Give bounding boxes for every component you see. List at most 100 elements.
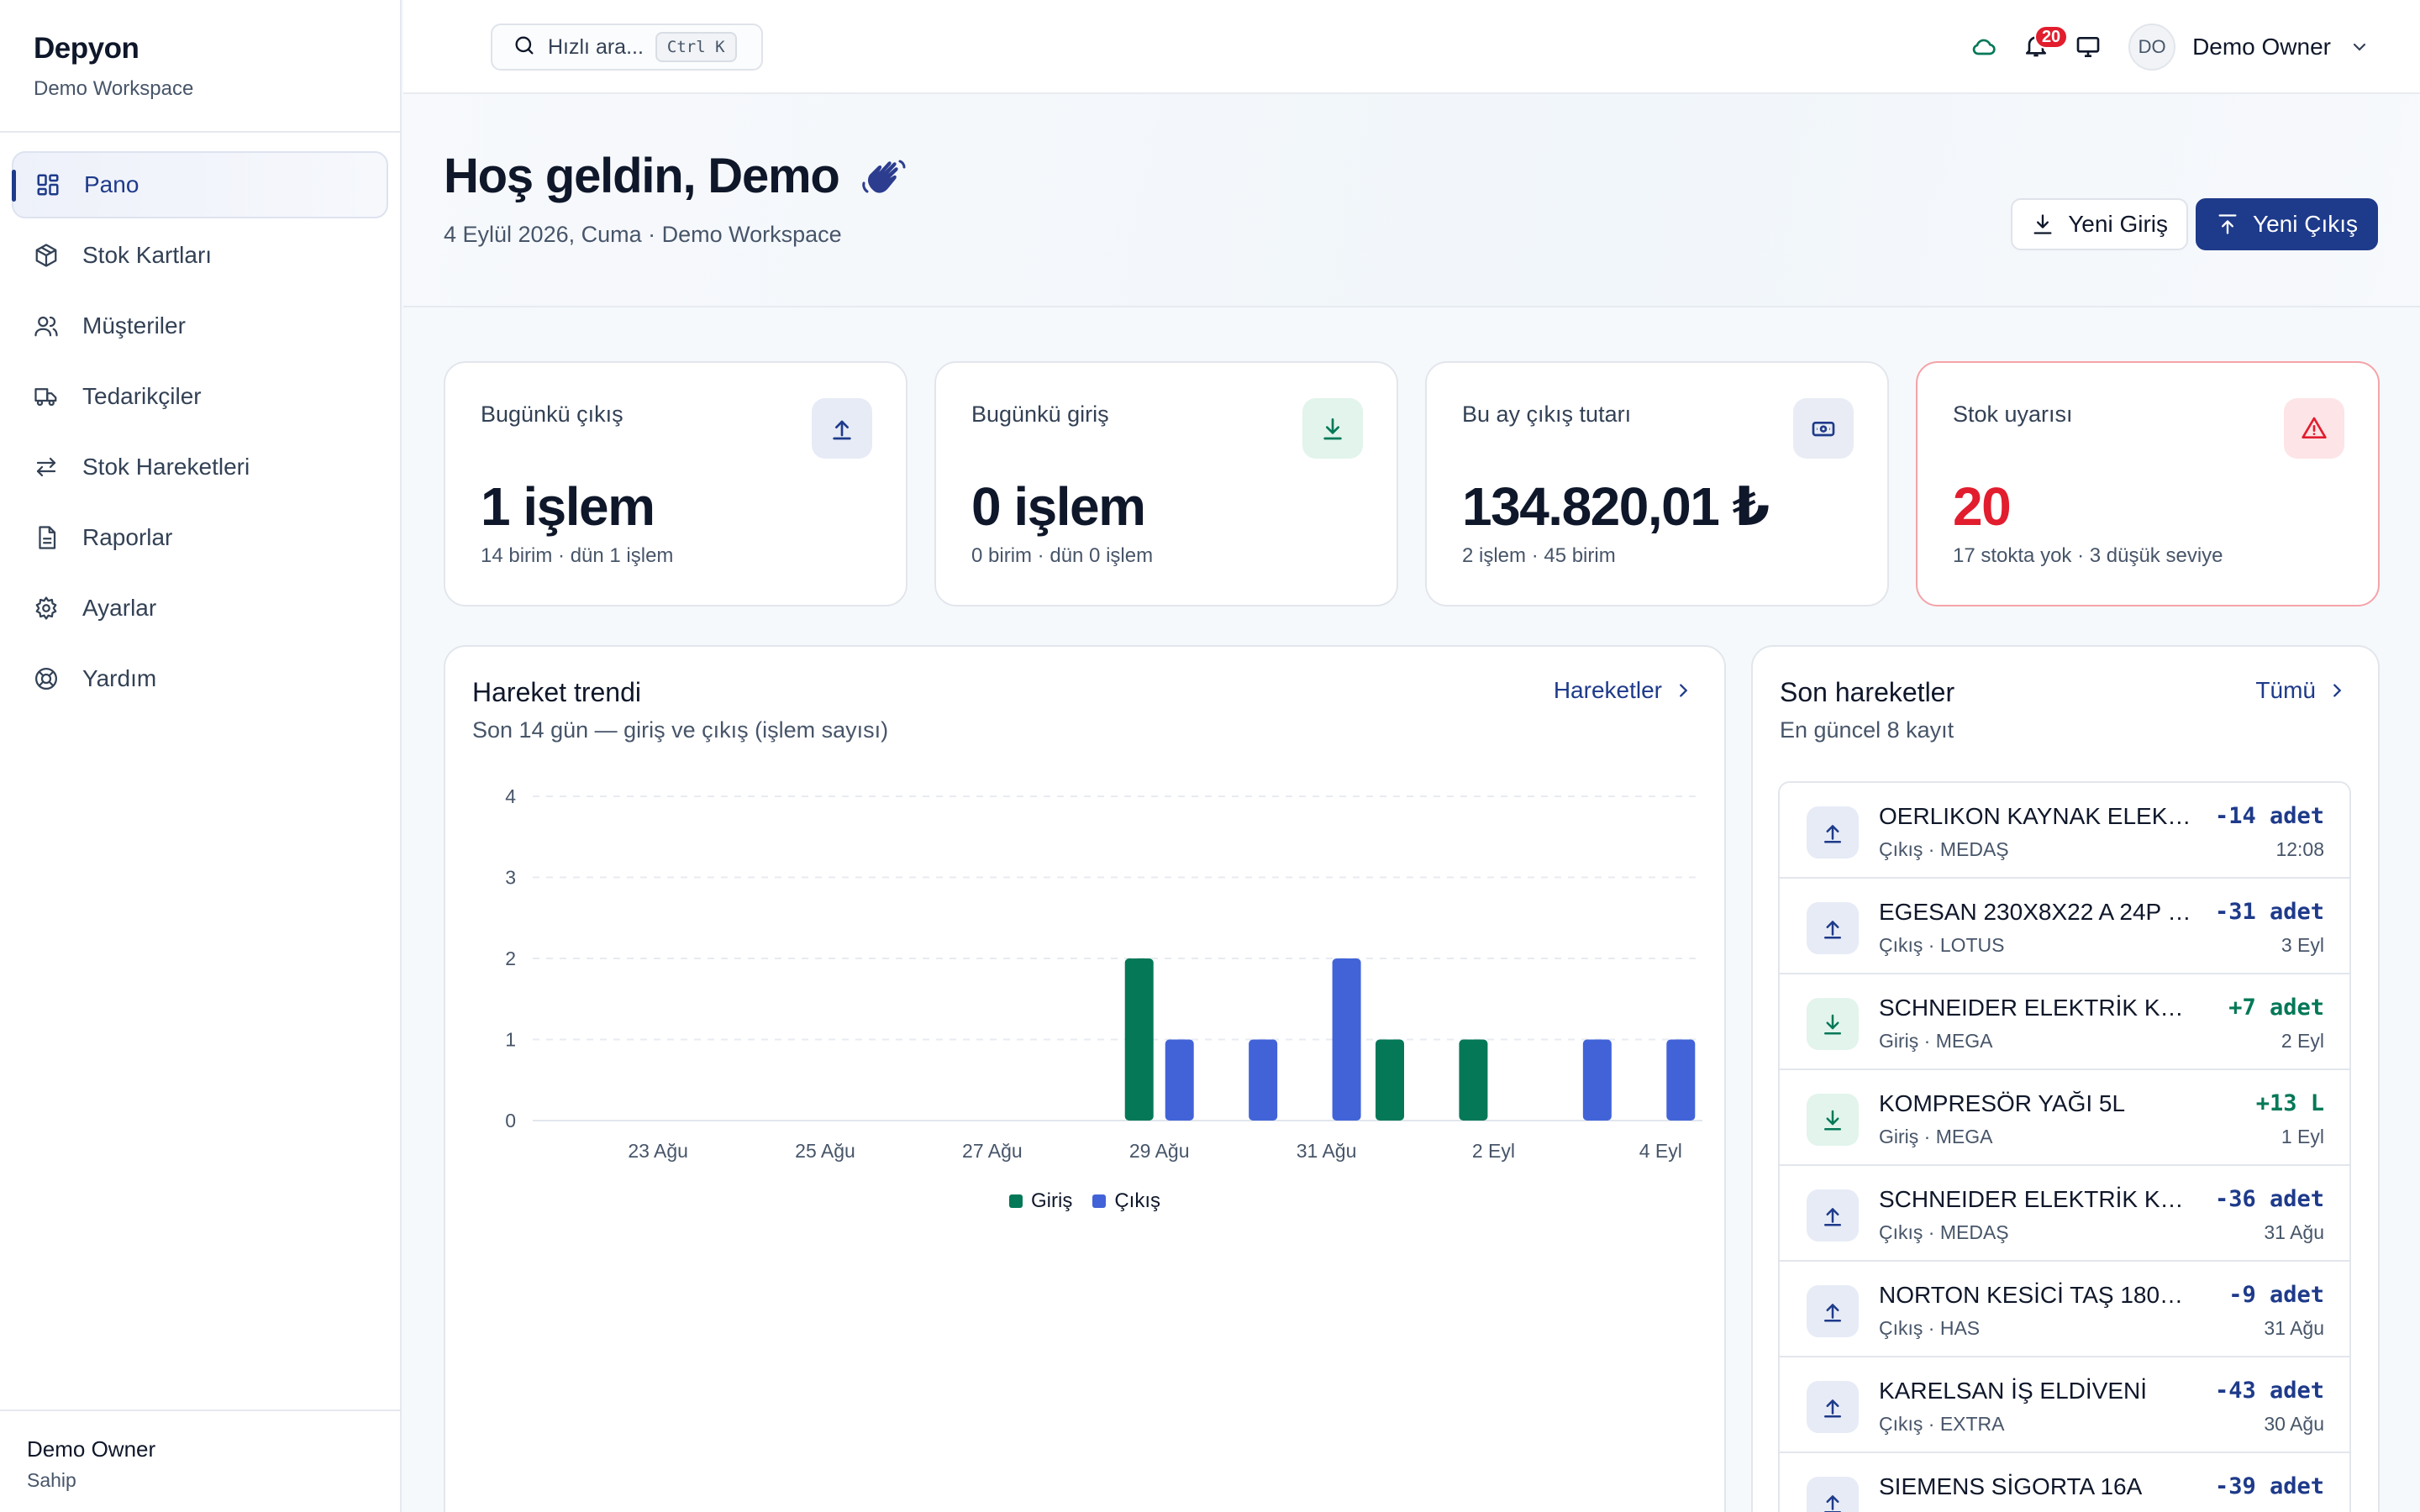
upload-icon	[1807, 902, 1859, 954]
current-user-card[interactable]: Demo Owner Sahip	[0, 1410, 400, 1512]
stat-value: 0 işlem	[971, 476, 1146, 537]
users-icon	[34, 313, 59, 339]
item-name: KARELSAN İŞ ELDİVENİ	[1879, 1378, 2148, 1404]
new-entry-label: Yeni Giriş	[2068, 211, 2168, 237]
bar-çıkış-9	[1332, 958, 1361, 1121]
item-date: 12:08	[2275, 838, 2324, 860]
list-item[interactable]: NORTON KESİCİ TAŞ 180MM Çıkış · HAS -9 ade…	[1780, 1262, 2349, 1357]
movement-trend-panel: Hareket trendi Son 14 gün — giriş ve çık…	[444, 645, 1726, 1512]
x-tick-label: 27 Ağu	[962, 1140, 1023, 1162]
monitor-icon[interactable]	[2068, 27, 2108, 67]
item-quantity: -9 adet	[2228, 1282, 2324, 1308]
list-item[interactable]: EGESAN 230X8X22 A 24P KESME TAŞI Çıkış · …	[1780, 879, 2349, 974]
sidebar-item-musteriler[interactable]: Müşteriler	[12, 292, 388, 360]
see-all-label: Tümü	[2255, 677, 2316, 703]
list-item[interactable]: OERLIKON KAYNAK ELEKTRODU 3.25MM Çıkış · …	[1780, 783, 2349, 879]
list-item[interactable]: SCHNEIDER ELEKTRİK KONTAKTÖR 25A Giriş · …	[1780, 974, 2349, 1070]
x-tick-label: 2 Eyl	[1472, 1140, 1515, 1162]
sidebar-item-raporlar[interactable]: Raporlar	[12, 504, 388, 571]
search-shortcut: Ctrl K	[655, 32, 737, 62]
bar-çıkış-7	[1165, 1039, 1194, 1121]
brand: Depyon Demo Workspace	[0, 0, 400, 133]
x-tick-label: 31 Ağu	[1297, 1140, 1357, 1162]
new-entry-button[interactable]: Yeni Giriş	[2011, 198, 2188, 250]
sidebar-item-tedarikciler[interactable]: Tedarikçiler	[12, 363, 388, 430]
current-user-name: Demo Owner	[27, 1436, 156, 1462]
item-date: 31 Ağu	[2264, 1317, 2324, 1339]
stat-subtext: 0 birim · dün 0 işlem	[971, 544, 1154, 567]
stat-subtext: 2 işlem · 45 birim	[1462, 544, 1616, 567]
bar-çıkış-8	[1249, 1039, 1278, 1121]
legend-swatch-cikis	[1092, 1194, 1107, 1208]
list-item[interactable]: SCHNEIDER ELEKTRİK KONTAKTÖR 18A Çıkış · …	[1780, 1166, 2349, 1262]
stat-card-today-in[interactable]: Bugünkü giriş 0 işlem 0 birim · dün 0 iş…	[934, 361, 1398, 606]
sidebar-item-pano[interactable]: Pano	[12, 151, 388, 218]
new-exit-label: Yeni Çıkış	[2252, 211, 2358, 237]
download-icon	[1807, 1094, 1859, 1146]
upload-icon	[812, 398, 872, 459]
item-name: SIEMENS SİGORTA 16A	[1879, 1473, 2143, 1499]
search-placeholder: Hızlı ara...	[548, 34, 644, 59]
recent-title: Son hareketler	[1780, 677, 1955, 707]
item-name: KOMPRESÖR YAĞI 5L	[1879, 1090, 2126, 1116]
item-quantity: -31 adet	[2214, 899, 2324, 925]
item-meta: Çıkış · EXTRA	[1879, 1413, 2005, 1435]
upload-icon	[1807, 1381, 1859, 1433]
workspace-name[interactable]: Demo Workspace	[34, 77, 194, 100]
list-item[interactable]: KOMPRESÖR YAĞI 5L Giriş · MEGA +13 L 1 Eyl	[1780, 1070, 2349, 1166]
sidebar-item-stok-hareketleri[interactable]: Stok Hareketleri	[12, 433, 388, 501]
stat-card-stock-warning[interactable]: Stok uyarısı 20 17 stokta yok · 3 düşük …	[1916, 361, 2380, 606]
sidebar-item-yardim[interactable]: Yardım	[12, 645, 388, 712]
sidebar-item-label: Müşteriler	[82, 312, 186, 339]
legend-label: Çıkış	[1114, 1189, 1160, 1212]
sidebar-nav: Pano Stok Kartları Müşteriler Tedarikçil…	[0, 133, 400, 712]
bar-giriş-7	[1124, 958, 1154, 1121]
bar-giriş-11	[1459, 1039, 1488, 1121]
item-meta: Çıkış · MEDAŞ	[1879, 838, 2009, 860]
stat-title: Bu ay çıkış tutarı	[1462, 402, 1632, 427]
item-meta: Çıkış · EXTRA	[1879, 1509, 2005, 1512]
trend-chart: 0 1 2 3 4 23 Ağu 25 Ağu 27 Ağu 29 Ağu 31 Ağu 2 Eyl…	[505, 785, 1702, 1162]
legend-item-cikis[interactable]: Çıkış	[1092, 1189, 1160, 1213]
movements-link[interactable]: Hareketler	[1554, 677, 1692, 704]
y-tick-label: 0	[505, 1110, 516, 1131]
date-workspace-line: 4 Eylül 2026, Cuma · Demo Workspace	[444, 222, 842, 247]
item-quantity: +13 L	[2255, 1090, 2324, 1116]
download-icon	[1807, 998, 1859, 1050]
notification-badge: 20	[2034, 25, 2069, 49]
legend-item-giris[interactable]: Giriş	[1009, 1189, 1072, 1213]
cloud-sync-icon[interactable]	[1964, 27, 2004, 67]
legend-swatch-giris	[1009, 1194, 1023, 1208]
recent-movements-list: OERLIKON KAYNAK ELEKTRODU 3.25MM Çıkış · …	[1778, 781, 2351, 1512]
x-tick-label: 23 Ağu	[628, 1140, 688, 1162]
stat-value: 1 işlem	[481, 476, 655, 537]
x-tick-label: 25 Ağu	[795, 1140, 855, 1162]
sidebar-item-ayarlar[interactable]: Ayarlar	[12, 575, 388, 642]
see-all-link[interactable]: Tümü	[2255, 677, 2346, 704]
stat-title: Bugünkü çıkış	[481, 402, 623, 427]
download-icon	[1302, 398, 1363, 459]
brand-name: Depyon	[34, 32, 139, 65]
item-name: SCHNEIDER ELEKTRİK KONTAKTÖR 25A	[1879, 995, 2198, 1021]
user-menu[interactable]: DO Demo Owner	[2128, 24, 2370, 71]
item-quantity: -36 adet	[2214, 1186, 2324, 1212]
item-quantity: -39 adet	[2214, 1473, 2324, 1499]
sidebar-item-label: Yardım	[82, 665, 157, 691]
sidebar-item-label: Tedarikçiler	[82, 383, 202, 409]
sidebar-item-stok-kartlari[interactable]: Stok Kartları	[12, 222, 388, 289]
stat-card-month-out-total[interactable]: Bu ay çıkış tutarı 134.820,01 ₺ 2 işlem …	[1425, 361, 1889, 606]
trend-subtitle: Son 14 gün — giriş ve çıkış (işlem sayıs…	[472, 717, 889, 743]
banknote-icon	[1793, 398, 1854, 459]
notifications-button[interactable]: 20	[2016, 25, 2069, 67]
list-item[interactable]: KARELSAN İŞ ELDİVENİ Çıkış · EXTRA -43 ade…	[1780, 1357, 2349, 1453]
new-exit-button[interactable]: Yeni Çıkış	[2195, 198, 2378, 250]
item-quantity: -14 adet	[2214, 803, 2324, 829]
warning-triangle-icon	[2284, 398, 2344, 459]
stat-card-today-out[interactable]: Bugünkü çıkış 1 işlem 14 birim · dün 1 i…	[444, 361, 908, 606]
search-input[interactable]: Hızlı ara... Ctrl K	[491, 24, 763, 71]
upload-icon	[2216, 213, 2239, 236]
legend-label: Giriş	[1031, 1189, 1073, 1212]
chevron-right-icon	[2328, 681, 2346, 700]
upload-icon	[1807, 806, 1859, 858]
list-item[interactable]: SIEMENS SİGORTA 16A Çıkış · EXTRA -39 adet…	[1780, 1453, 2349, 1512]
